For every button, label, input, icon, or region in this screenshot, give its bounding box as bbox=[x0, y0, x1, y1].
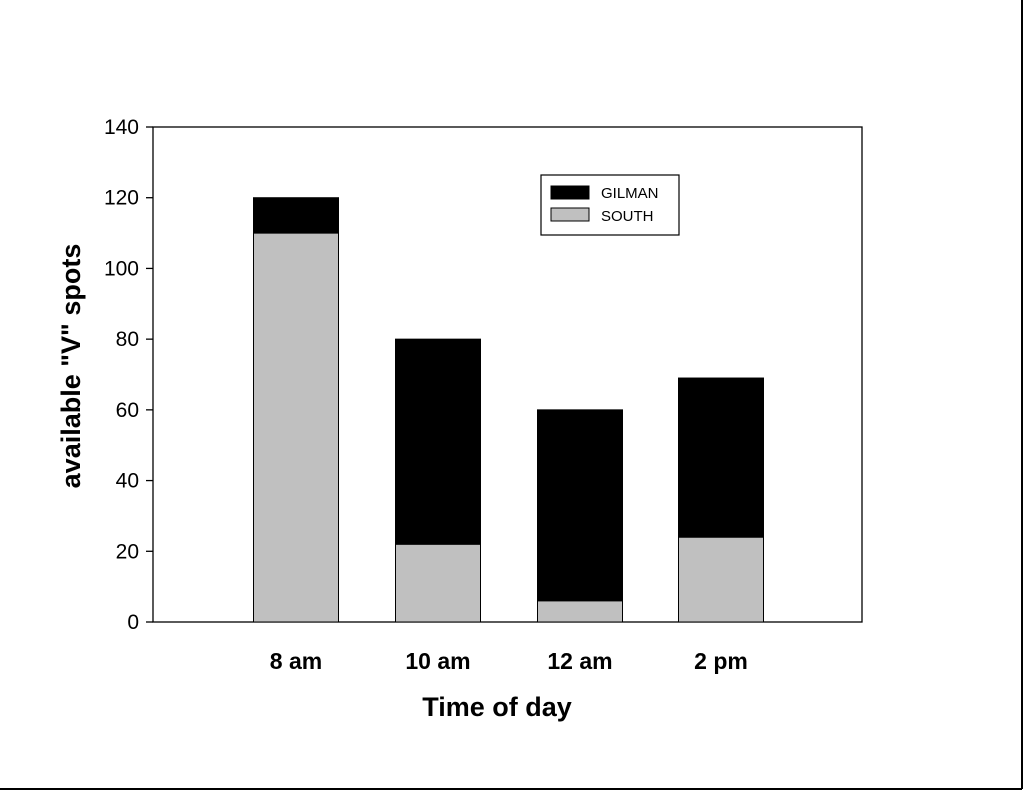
x-tick-label-3: 2 pm bbox=[694, 648, 748, 674]
y-axis-title: available "V" spots bbox=[56, 244, 86, 489]
legend-box bbox=[540, 174, 680, 236]
y-axis-ticks: 0 20 40 60 80 100 120 140 bbox=[104, 116, 153, 634]
y-tick-label-0: 0 bbox=[127, 611, 139, 634]
x-tick-label-2: 12 am bbox=[547, 648, 612, 674]
bars bbox=[253, 197, 764, 623]
legend-swatch-south bbox=[550, 207, 590, 222]
legend-label-gilman: GILMAN bbox=[601, 185, 659, 202]
plot-frame bbox=[152, 126, 863, 623]
legend-label-south: SOUTH bbox=[601, 208, 654, 225]
y-tick-label-7: 140 bbox=[104, 116, 139, 139]
legend: GILMAN SOUTH bbox=[540, 174, 680, 236]
bar-gilman-0 bbox=[253, 197, 339, 234]
x-axis-ticks: 8 am 10 am 12 am 2 pm bbox=[270, 648, 748, 674]
y-tick-label-3: 60 bbox=[116, 399, 139, 422]
y-tick-label-6: 120 bbox=[104, 187, 139, 210]
bar-south-1 bbox=[395, 543, 481, 623]
bar-south-2 bbox=[537, 600, 623, 623]
x-tick-label-1: 10 am bbox=[405, 648, 470, 674]
x-tick-label-0: 8 am bbox=[270, 648, 322, 674]
legend-swatch-gilman bbox=[550, 185, 590, 200]
y-tick-label-5: 100 bbox=[104, 257, 139, 280]
bar-south-0 bbox=[253, 232, 339, 623]
bar-gilman-2 bbox=[537, 409, 623, 602]
bar-south-3 bbox=[678, 536, 764, 623]
y-tick-label-4: 80 bbox=[116, 328, 139, 351]
bar-gilman-1 bbox=[395, 338, 481, 545]
x-axis-title: Time of day bbox=[422, 692, 572, 722]
bar-gilman-3 bbox=[678, 377, 764, 538]
y-tick-label-1: 20 bbox=[116, 540, 139, 563]
y-tick-label-2: 40 bbox=[116, 470, 139, 493]
plot-area bbox=[152, 126, 863, 623]
